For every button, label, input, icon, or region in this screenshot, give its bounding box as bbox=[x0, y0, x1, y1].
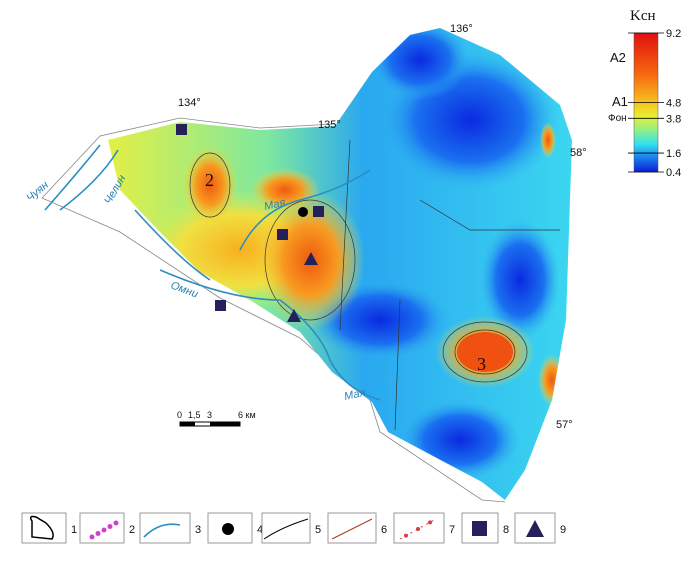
scale-label: 6 км bbox=[238, 410, 256, 420]
colorbar-tick-label: 0.4 bbox=[666, 167, 681, 179]
legend-icon bbox=[222, 523, 234, 535]
anomaly-field bbox=[108, 28, 572, 500]
legend-box bbox=[261, 512, 311, 544]
legend-icon bbox=[416, 527, 420, 531]
rivers bbox=[44, 144, 381, 401]
legend-number: 6 bbox=[381, 524, 387, 536]
legend-icon bbox=[428, 520, 432, 525]
legend-icon bbox=[29, 515, 54, 540]
graticule-label: 136° bbox=[450, 23, 473, 35]
legend-icon bbox=[331, 518, 373, 540]
colorbar-tick-label: 3.8 bbox=[666, 113, 681, 125]
graticule-label: 58° bbox=[570, 147, 587, 159]
legend-item: 4 bbox=[207, 512, 263, 544]
scale-bar: 0 1,5 3 6 км bbox=[177, 410, 256, 427]
legend-icon bbox=[95, 531, 101, 536]
legend-number: 3 bbox=[195, 524, 201, 536]
legend-box bbox=[79, 512, 125, 544]
legend-icon bbox=[143, 523, 181, 538]
scale-label: 3 bbox=[207, 410, 212, 420]
legend-item: 2 bbox=[79, 512, 135, 544]
colorbar-tick-label: 1.6 bbox=[666, 148, 681, 160]
legend-number: 9 bbox=[560, 524, 566, 536]
legend-item: 7 bbox=[393, 512, 455, 544]
legend-item: 9 bbox=[514, 512, 566, 544]
legend-item: 3 bbox=[139, 512, 201, 544]
legend-icon bbox=[107, 524, 113, 529]
scale-label: 0 bbox=[177, 410, 182, 420]
legend-number: 7 bbox=[449, 524, 455, 536]
colorbar-tick-label: 9.2 bbox=[666, 28, 681, 40]
level-label: A1 bbox=[612, 94, 628, 109]
legend-item: 6 bbox=[327, 512, 387, 544]
river-label: Мая bbox=[343, 387, 366, 403]
anomaly-label: 2 bbox=[205, 170, 214, 190]
graticule-label: 57° bbox=[556, 419, 573, 431]
legend-icon bbox=[101, 527, 107, 533]
river-label: Мая bbox=[263, 197, 286, 213]
legend-item: 1 bbox=[21, 512, 77, 544]
colorbar: Kсн A2 A1 Фон 9.2 4.8 3.8 1.6 0.4 bbox=[608, 8, 681, 179]
legend-icon bbox=[89, 534, 95, 540]
anomaly-label: 3 bbox=[477, 354, 486, 374]
level-label: A2 bbox=[610, 50, 626, 65]
legend-icon bbox=[404, 533, 408, 538]
colorbar-title: Kсн bbox=[630, 8, 656, 24]
legend-box bbox=[327, 512, 377, 544]
colorbar-tick-label: 4.8 bbox=[666, 98, 681, 110]
legend-icon bbox=[263, 518, 309, 540]
legend-item: 5 bbox=[261, 512, 321, 544]
legend-box bbox=[139, 512, 191, 544]
legend-number: 1 bbox=[71, 524, 77, 536]
legend-icon bbox=[113, 520, 119, 526]
symbols bbox=[176, 124, 324, 322]
legend-number: 2 bbox=[129, 524, 135, 536]
legend-number: 4 bbox=[257, 524, 263, 536]
legend-icon bbox=[526, 520, 544, 537]
graticule-label: 135° bbox=[318, 119, 341, 131]
legend-icon bbox=[472, 521, 487, 536]
legend: 1 2 3 4 5 6 7 8 9 bbox=[21, 512, 566, 544]
legend-number: 5 bbox=[315, 524, 321, 536]
legend-item: 8 bbox=[461, 512, 509, 544]
graticule-labels: 134° 135° 136° 58° 57° bbox=[178, 23, 587, 431]
river-label: Омни bbox=[169, 280, 200, 301]
scale-label: 1,5 bbox=[188, 410, 201, 420]
level-label: Фон bbox=[608, 113, 627, 124]
graticule-label: 134° bbox=[178, 97, 201, 109]
legend-number: 8 bbox=[503, 524, 509, 536]
